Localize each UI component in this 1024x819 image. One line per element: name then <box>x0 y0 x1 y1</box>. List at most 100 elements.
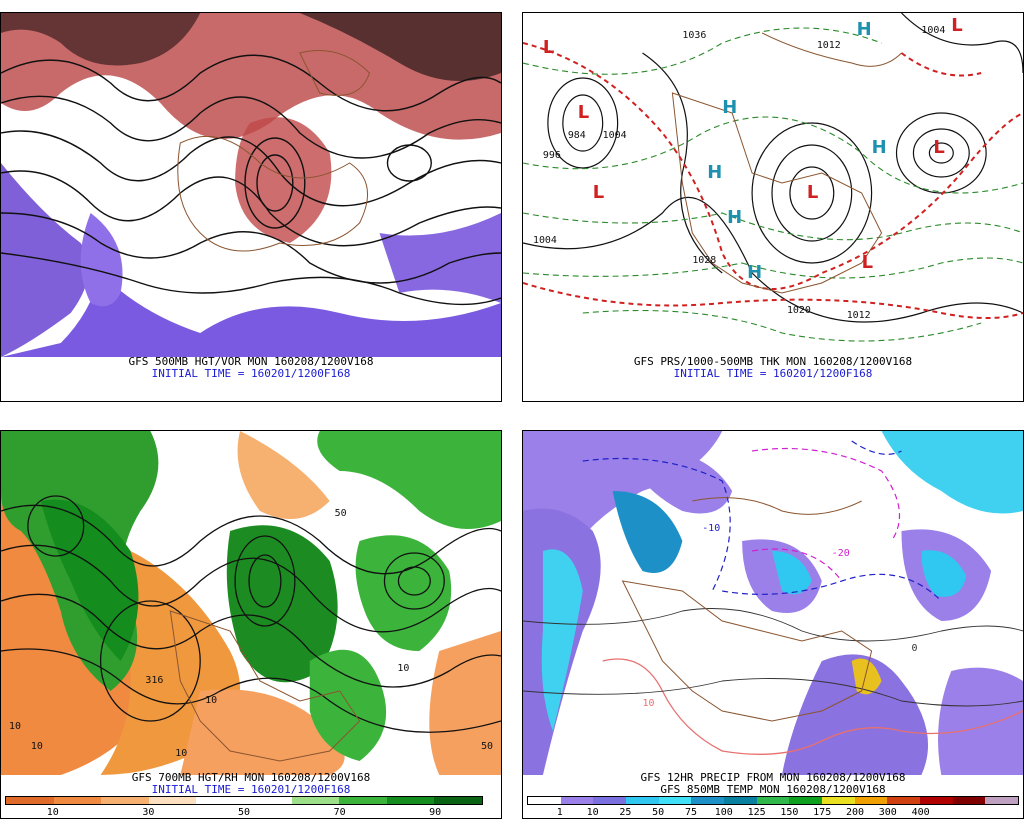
high-label: H <box>722 97 737 118</box>
colorbar-swatch <box>789 797 823 804</box>
colorbar-tick-label: 75 <box>684 807 698 818</box>
svg-text:1004: 1004 <box>921 25 945 36</box>
colorbar-swatch <box>6 797 54 804</box>
colorbar-swatch <box>339 797 387 804</box>
contour-label: 50 <box>335 508 347 519</box>
colorbar-swatch <box>560 797 594 804</box>
colorbar-tick-label: 1 <box>556 807 563 818</box>
panel-500mb-vorticity: GFS 500MB HGT/VOR MON 160208/1200V168 IN… <box>0 12 502 402</box>
map-500mb <box>1 13 501 357</box>
colorbar-swatch <box>952 797 986 804</box>
precip-colorbar-ticks: 1 10 25 50 75 100 125 150 175 200 300 400 <box>527 807 1019 819</box>
svg-text:1012: 1012 <box>847 310 871 321</box>
panel-subtitle: GFS 850MB TEMP MON 160208/1200V168 <box>660 783 886 796</box>
low-label: L <box>593 182 604 203</box>
colorbar-tick-label: 175 <box>813 807 832 818</box>
colorbar-tick-label: 150 <box>780 807 799 818</box>
colorbar-tick-label: 30 <box>142 807 155 818</box>
caption-700mb: GFS 700MB HGT/RH MON 160208/1200V168 INI… <box>1 772 501 796</box>
svg-text:1036: 1036 <box>682 30 706 41</box>
map-500mb-graphic <box>1 13 501 357</box>
caption-500mb: GFS 500MB HGT/VOR MON 160208/1200V168 IN… <box>1 356 501 380</box>
contour-label: 10 <box>205 695 217 706</box>
map-precip-graphic: -20 -10 0 10 <box>523 431 1023 775</box>
contour-label: 10 <box>31 741 43 752</box>
svg-text:1004: 1004 <box>603 130 627 141</box>
map-surface-graphic: L L L L L L L H H H H H H 1036 1012 984 … <box>523 13 1023 357</box>
colorbar-swatch <box>243 797 292 804</box>
low-label: L <box>543 37 554 58</box>
svg-text:1012: 1012 <box>817 40 841 51</box>
high-label: H <box>727 207 742 228</box>
low-label: L <box>951 15 962 36</box>
map-surface: L L L L L L L H H H H H H 1036 1012 984 … <box>523 13 1023 357</box>
high-label: H <box>707 162 722 183</box>
rh-colorbar-ticks: 10 30 50 70 90 <box>5 807 483 819</box>
colorbar-tick-label: 125 <box>747 807 766 818</box>
temp-label: -20 <box>832 548 850 559</box>
map-700mb-graphic: 10 50 316 10 10 50 10 10 <box>1 431 501 775</box>
colorbar-tick-label: 50 <box>237 807 251 818</box>
colorbar-swatch <box>528 797 561 804</box>
colorbar-tick-label: 90 <box>429 807 442 818</box>
initial-time: INITIAL TIME = 160201/1200F168 <box>151 783 351 796</box>
colorbar-swatch <box>691 797 725 804</box>
colorbar-swatch <box>887 797 921 804</box>
initial-time: INITIAL TIME = 160201/1200F168 <box>151 367 351 380</box>
svg-text:996: 996 <box>543 150 561 161</box>
panel-title: GFS 700MB HGT/RH MON 160208/1200V168 <box>131 771 371 784</box>
map-precip: -20 -10 0 10 <box>523 431 1023 775</box>
colorbar-tick-label: 400 <box>911 807 930 818</box>
high-label: H <box>747 262 762 283</box>
caption-surface: GFS PRS/1000-500MB THK MON 160208/1200V1… <box>523 356 1023 380</box>
colorbar-tick-label: 200 <box>845 807 865 818</box>
low-label: L <box>933 137 944 158</box>
panel-700mb-rh: 10 50 316 10 10 50 10 10 GFS 700MB HGT/R… <box>0 430 502 819</box>
contour-label: 50 <box>481 741 493 752</box>
colorbar-swatch <box>756 797 790 804</box>
panel-surface-pressure: L L L L L L L H H H H H H 1036 1012 984 … <box>522 12 1024 402</box>
contour-label: 316 <box>145 675 163 686</box>
low-label: L <box>578 102 589 123</box>
panel-title: GFS 12HR PRECIP FROM MON 160208/1200V168 <box>640 771 906 784</box>
caption-precip: GFS 12HR PRECIP FROM MON 160208/1200V168… <box>523 772 1023 796</box>
svg-text:984: 984 <box>568 130 586 141</box>
high-label: H <box>872 137 887 158</box>
colorbar-tick-label: 70 <box>333 807 346 818</box>
colorbar-swatch <box>920 797 953 804</box>
initial-time: INITIAL TIME = 160201/1200F168 <box>673 367 873 380</box>
panel-title: GFS PRS/1000-500MB THK MON 160208/1200V1… <box>633 355 913 368</box>
colorbar-swatch <box>593 797 627 804</box>
temp-label: 10 <box>643 698 655 709</box>
contour-label: 10 <box>175 748 187 759</box>
svg-text:1028: 1028 <box>692 255 716 266</box>
colorbar-swatch <box>985 797 1019 804</box>
colorbar-swatch <box>724 797 757 804</box>
svg-text:1020: 1020 <box>787 305 811 316</box>
colorbar-tick-label: 10 <box>46 807 59 818</box>
colorbar-swatch <box>196 797 244 804</box>
svg-text:1004: 1004 <box>533 235 557 246</box>
contour-label: 10 <box>397 663 409 674</box>
colorbar-tick-label: 25 <box>619 807 632 818</box>
low-label: L <box>807 182 818 203</box>
colorbar-tick-label: 50 <box>652 807 665 818</box>
colorbar-swatch <box>53 797 102 804</box>
colorbar-swatch <box>658 797 692 804</box>
colorbar-swatch <box>291 797 340 804</box>
panel-precip-850temp: -20 -10 0 10 GFS 12HR PRECIP FROM MON 16… <box>522 430 1024 819</box>
temp-label: -10 <box>702 523 720 534</box>
colorbar-swatch <box>101 797 149 804</box>
contour-label: 10 <box>9 721 21 732</box>
colorbar-tick-label: 100 <box>714 807 733 818</box>
colorbar-tick-label: 300 <box>878 807 897 818</box>
low-label: L <box>862 252 873 273</box>
colorbar-tick-label: 10 <box>586 807 599 818</box>
colorbar-swatch <box>386 797 435 804</box>
temp-label: 0 <box>911 643 917 654</box>
colorbar-swatch <box>626 797 659 804</box>
colorbar-swatch <box>822 797 855 804</box>
panel-title: GFS 500MB HGT/VOR MON 160208/1200V168 <box>128 355 374 368</box>
colorbar-swatch <box>434 797 482 804</box>
high-label: H <box>857 19 872 40</box>
